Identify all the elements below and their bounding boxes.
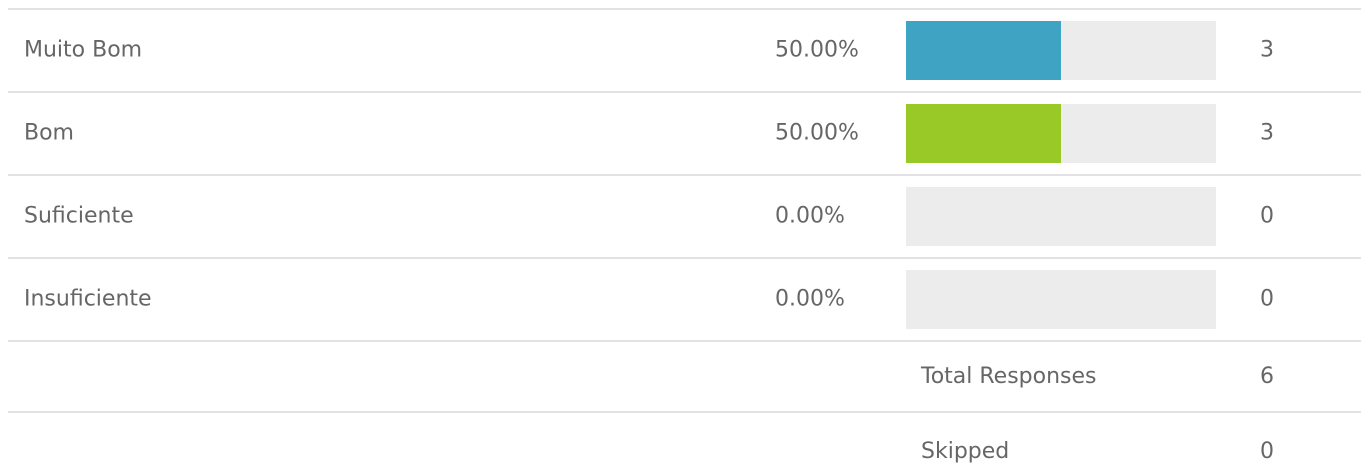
percent-label: 50.00% — [775, 38, 859, 63]
row-label: Muito Bom — [24, 38, 142, 63]
percent-label: 0.00% — [775, 287, 845, 312]
bar — [906, 21, 1061, 80]
row-label: Bom — [24, 121, 74, 146]
row-label: Insuficiente — [24, 287, 152, 312]
bar-track — [906, 187, 1216, 246]
total-value: 6 — [1260, 364, 1274, 389]
count: 0 — [1260, 287, 1274, 312]
count: 3 — [1260, 38, 1274, 63]
percent-label: 0.00% — [775, 204, 845, 229]
bar — [906, 104, 1061, 163]
row-label: Suficiente — [24, 204, 134, 229]
bar-track — [906, 270, 1216, 329]
skipped-value: 0 — [1260, 439, 1274, 464]
percent-label: 50.00% — [775, 121, 859, 146]
total-label: Total Responses — [920, 364, 1097, 389]
skipped-label: Skipped — [921, 439, 1009, 464]
count: 0 — [1260, 204, 1274, 229]
count: 3 — [1260, 121, 1274, 146]
